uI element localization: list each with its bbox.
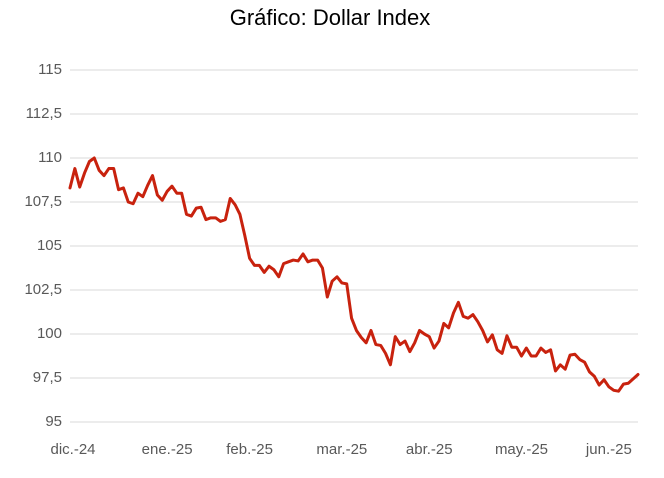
y-tick-label: 110: [38, 149, 62, 166]
x-tick-label: jun.-25: [585, 441, 632, 458]
y-tick-label: 100: [37, 325, 62, 342]
y-tick-label: 102,5: [24, 281, 62, 298]
y-tick-label: 105: [37, 237, 62, 254]
x-tick-label: dic.-24: [50, 441, 95, 458]
chart-title: Gráfico: Dollar Index: [230, 5, 431, 30]
x-tick-label: feb.-25: [226, 441, 273, 458]
y-tick-label: 107,5: [24, 193, 62, 210]
data-line: [68, 156, 640, 393]
y-tick-label: 97,5: [33, 369, 62, 386]
x-tick-label: abr.-25: [406, 441, 453, 458]
x-tick-label: may.-25: [495, 441, 548, 458]
y-tick-label: 95: [45, 413, 62, 430]
y-tick-label: 115: [38, 61, 62, 78]
x-tick-label: ene.-25: [142, 441, 193, 458]
x-tick-label: mar.-25: [316, 441, 367, 458]
y-tick-label: 112,5: [26, 105, 62, 122]
